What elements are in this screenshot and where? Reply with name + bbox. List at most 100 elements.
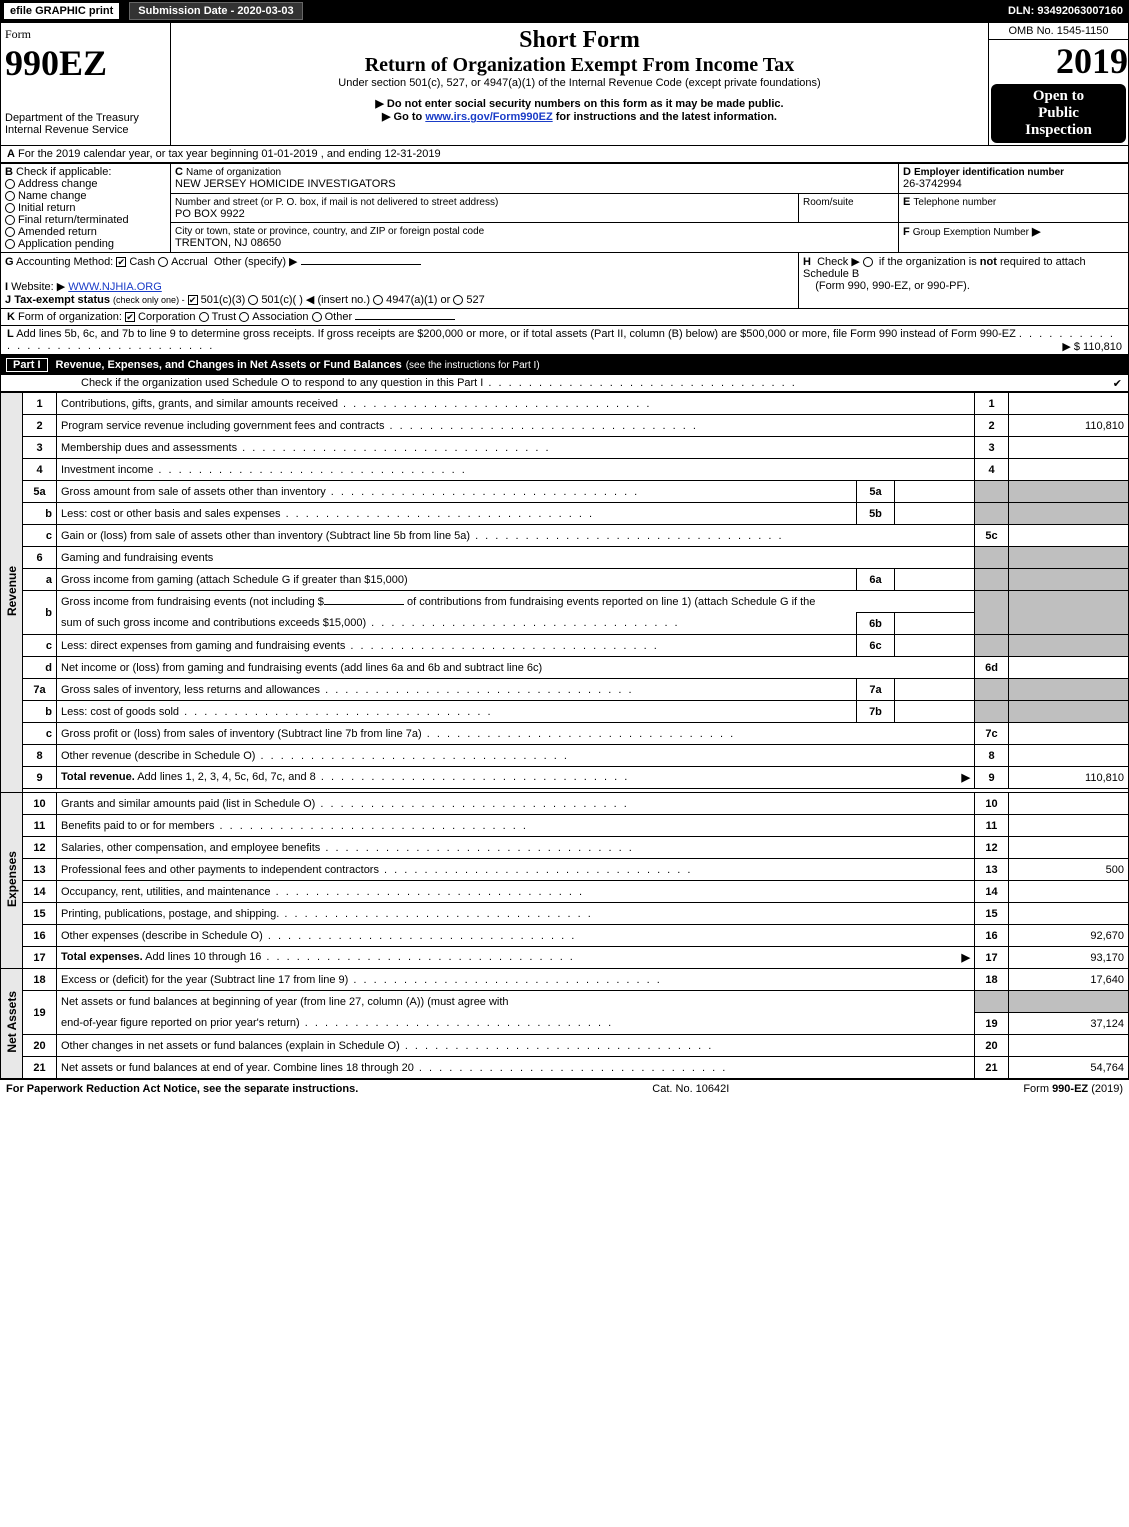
irs-label: Internal Revenue Service	[5, 124, 166, 136]
form-word: Form	[5, 27, 31, 41]
cb-cash[interactable]: ✔	[116, 257, 126, 267]
box-c-addr: Number and street (or P. O. box, if mail…	[171, 193, 799, 223]
table-row: Net Assets 18Excess or (deficit) for the…	[1, 969, 1129, 991]
cb-name-change[interactable]	[5, 191, 15, 201]
table-row: 7aGross sales of inventory, less returns…	[1, 679, 1129, 701]
table-row: b Gross income from fundraising events (…	[1, 591, 1129, 613]
part-1-header: Part I Revenue, Expenses, and Changes in…	[0, 355, 1129, 375]
efile-print-button[interactable]: efile GRAPHIC print	[4, 3, 119, 19]
dln: DLN: 93492063007160	[1008, 5, 1129, 17]
cb-accrual[interactable]	[158, 257, 168, 267]
table-row: cGross profit or (loss) from sales of in…	[1, 723, 1129, 745]
room-suite: Room/suite	[799, 193, 899, 223]
cb-schedule-o[interactable]: ✔	[1113, 377, 1122, 390]
table-row: 4Investment income4	[1, 459, 1129, 481]
cb-other-org[interactable]	[312, 312, 322, 322]
table-row: 12Salaries, other compensation, and empl…	[1, 837, 1129, 859]
table-row: 15Printing, publications, postage, and s…	[1, 903, 1129, 925]
table-row: end-of-year figure reported on prior yea…	[1, 1013, 1129, 1035]
table-row: 9Total revenue. Add lines 1, 2, 3, 4, 5c…	[1, 767, 1129, 789]
line-k: K Form of organization: ✔Corporation Tru…	[0, 309, 1129, 326]
table-row: 21Net assets or fund balances at end of …	[1, 1057, 1129, 1079]
cb-address-change[interactable]	[5, 179, 15, 189]
table-row: 6Gaming and fundraising events	[1, 547, 1129, 569]
table-row: 13Professional fees and other payments t…	[1, 859, 1129, 881]
dept-treasury: Department of the Treasury	[5, 112, 166, 124]
open-to-public-inspection: Open to Public Inspection	[991, 84, 1126, 143]
table-row: 3Membership dues and assessments3	[1, 437, 1129, 459]
box-c-city: City or town, state or province, country…	[171, 223, 899, 253]
org-address: PO BOX 9922	[175, 208, 245, 220]
cb-amended-return[interactable]	[5, 227, 15, 237]
under-section: Under section 501(c), 527, or 4947(a)(1)…	[175, 77, 984, 89]
line-l: L Add lines 5b, 6c, and 7b to line 9 to …	[0, 326, 1129, 355]
table-row: 19Net assets or fund balances at beginni…	[1, 991, 1129, 1013]
website-link[interactable]: WWW.NJHIA.ORG	[68, 281, 162, 293]
part-1-title: Revenue, Expenses, and Changes in Net As…	[56, 359, 402, 371]
form-ref: Form 990-EZ (2019)	[1023, 1083, 1123, 1095]
box-c-name: C Name of organization NEW JERSEY HOMICI…	[171, 164, 899, 194]
main-title: Return of Organization Exempt From Incom…	[175, 54, 984, 77]
short-form-title: Short Form	[175, 27, 984, 54]
table-row: 16Other expenses (describe in Schedule O…	[1, 925, 1129, 947]
cb-501c[interactable]	[248, 295, 258, 305]
table-row: cLess: direct expenses from gaming and f…	[1, 635, 1129, 657]
goto-post: for instructions and the latest informat…	[556, 111, 777, 123]
cb-schedule-b[interactable]	[863, 257, 873, 267]
ein: 26-3742994	[903, 178, 962, 190]
form-header: Form 990EZ Department of the Treasury In…	[0, 22, 1129, 146]
box-d: D Employer identification number 26-3742…	[899, 164, 1129, 194]
cb-527[interactable]	[453, 295, 463, 305]
cb-4947[interactable]	[373, 295, 383, 305]
org-city: TRENTON, NJ 08650	[175, 237, 281, 249]
part-1-table: Revenue 1Contributions, gifts, grants, a…	[0, 392, 1129, 1079]
submission-date: Submission Date - 2020-03-03	[129, 2, 302, 20]
box-b: B Check if applicable: Address change Na…	[1, 164, 171, 253]
table-row: 17Total expenses. Add lines 10 through 1…	[1, 947, 1129, 969]
table-row: 11Benefits paid to or for members11	[1, 815, 1129, 837]
table-row: 8Other revenue (describe in Schedule O)8	[1, 745, 1129, 767]
table-row: dNet income or (loss) from gaming and fu…	[1, 657, 1129, 679]
box-e: E Telephone number	[899, 193, 1129, 223]
gross-receipts: ▶ $ 110,810	[1062, 340, 1122, 353]
ssn-note: ▶ Do not enter social security numbers o…	[175, 97, 984, 110]
side-netassets: Net Assets	[5, 991, 19, 1053]
table-row: 2Program service revenue including gover…	[1, 415, 1129, 437]
cat-no: Cat. No. 10642I	[652, 1083, 729, 1095]
side-expenses: Expenses	[5, 851, 19, 907]
page-footer: For Paperwork Reduction Act Notice, see …	[0, 1079, 1129, 1098]
cb-501c3[interactable]: ✔	[188, 295, 198, 305]
table-row: Revenue 1Contributions, gifts, grants, a…	[1, 393, 1129, 415]
line-a-period: A For the 2019 calendar year, or tax yea…	[0, 146, 1129, 163]
cb-trust[interactable]	[199, 312, 209, 322]
table-row: cGain or (loss) from sale of assets othe…	[1, 525, 1129, 547]
org-name: NEW JERSEY HOMICIDE INVESTIGATORS	[175, 178, 396, 190]
tax-year: 2019	[989, 40, 1128, 82]
part-1-check-note: Check if the organization used Schedule …	[0, 375, 1129, 392]
lines-g-h: G Accounting Method: ✔Cash Accrual Other…	[0, 253, 1129, 309]
cb-application-pending[interactable]	[5, 239, 15, 249]
side-revenue: Revenue	[5, 566, 19, 616]
cb-final-return[interactable]	[5, 215, 15, 225]
table-row: sum of such gross income and contributio…	[1, 613, 1129, 635]
efile-label: efile GRAPHIC print	[10, 5, 113, 17]
form-number: 990EZ	[5, 43, 107, 83]
table-row: 5aGross amount from sale of assets other…	[1, 481, 1129, 503]
box-f: F Group Exemption Number ▶	[899, 223, 1129, 253]
goto-note: ▶ Go to www.irs.gov/Form990EZ for instru…	[175, 110, 984, 123]
table-row: bLess: cost of goods sold7b	[1, 701, 1129, 723]
entity-info-block: B Check if applicable: Address change Na…	[0, 163, 1129, 253]
omb-number: OMB No. 1545-1150	[989, 23, 1128, 40]
cb-association[interactable]	[239, 312, 249, 322]
goto-pre: ▶ Go to	[382, 111, 425, 123]
cb-corporation[interactable]: ✔	[125, 312, 135, 322]
part-1-label: Part I	[6, 358, 48, 372]
table-row: aGross income from gaming (attach Schedu…	[1, 569, 1129, 591]
cb-initial-return[interactable]	[5, 203, 15, 213]
table-row: Expenses 10Grants and similar amounts pa…	[1, 793, 1129, 815]
irs-link[interactable]: www.irs.gov/Form990EZ	[425, 111, 552, 123]
pra-notice: For Paperwork Reduction Act Notice, see …	[6, 1083, 358, 1095]
top-bar: efile GRAPHIC print Submission Date - 20…	[0, 0, 1129, 22]
table-row: bLess: cost or other basis and sales exp…	[1, 503, 1129, 525]
table-row: 20Other changes in net assets or fund ba…	[1, 1035, 1129, 1057]
